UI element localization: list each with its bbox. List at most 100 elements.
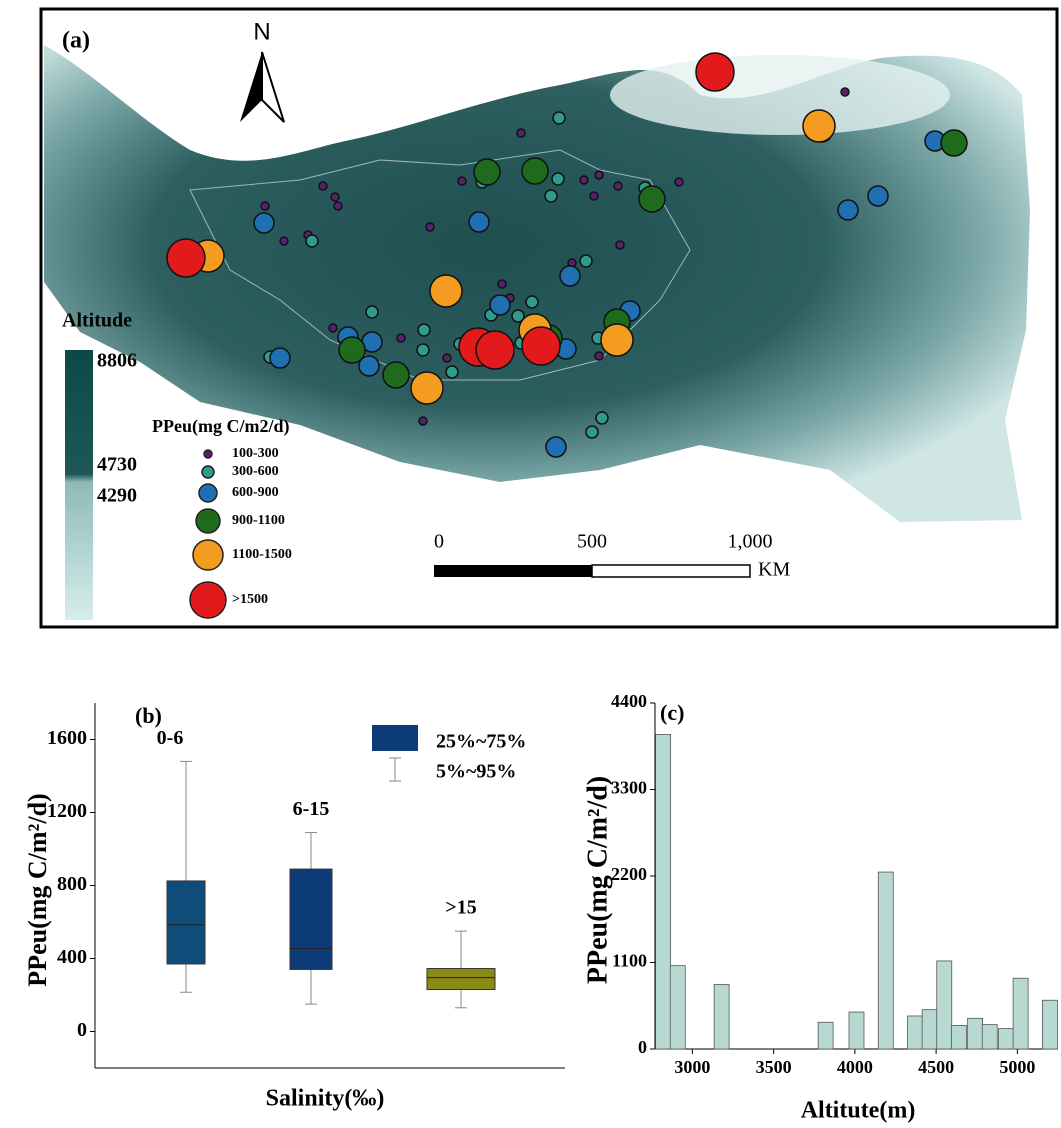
site-marker (601, 324, 633, 356)
site-marker (595, 352, 603, 360)
site-marker (397, 334, 405, 342)
site-marker (476, 331, 514, 369)
bar (908, 1016, 923, 1049)
site-marker (639, 186, 665, 212)
category-label: 6-15 (293, 798, 330, 820)
site-marker (458, 177, 466, 185)
site-marker (490, 295, 510, 315)
site-marker (319, 182, 327, 190)
legend-label: 100-300 (232, 446, 279, 461)
legend-label: 5%~95% (436, 761, 516, 783)
legend-marker (196, 509, 220, 533)
bar (656, 734, 671, 1049)
bar (982, 1025, 997, 1049)
figure: (a) N Altitude PPeu(mg C/m2/d) KM PPeu(m… (0, 0, 1061, 1128)
basin (610, 55, 950, 135)
site-marker (838, 200, 858, 220)
site-marker (580, 176, 588, 184)
bar (670, 966, 685, 1049)
site-marker (383, 362, 409, 388)
bar (951, 1025, 966, 1049)
site-marker (430, 275, 462, 307)
altitude-title: Altitude (62, 310, 132, 332)
site-marker (546, 437, 566, 457)
bar (818, 1022, 833, 1049)
altitude-colorbar (65, 350, 93, 620)
x-tick-label: 4500 (918, 1057, 954, 1077)
legend-label: >1500 (232, 592, 268, 607)
site-marker (596, 412, 608, 424)
scale-bar (592, 565, 750, 577)
scale-bar (434, 565, 592, 577)
site-marker (522, 327, 560, 365)
x-axis-label: Altitute(m) (801, 1098, 916, 1124)
site-marker (329, 324, 337, 332)
bar (1013, 978, 1028, 1049)
category-label: >15 (445, 897, 476, 919)
bar (922, 1010, 937, 1049)
site-marker (696, 53, 734, 91)
x-tick-label: 4000 (837, 1057, 873, 1077)
bar (999, 1029, 1014, 1049)
y-tick-label: 1600 (47, 727, 87, 749)
y-tick-label: 0 (638, 1037, 647, 1057)
legend-label: 900-1100 (232, 513, 285, 528)
y-tick-label: 2200 (611, 864, 647, 884)
site-marker (411, 372, 443, 404)
y-tick-label: 1100 (612, 951, 647, 971)
site-marker (522, 158, 548, 184)
box (290, 869, 332, 969)
site-marker (526, 296, 538, 308)
site-marker (552, 173, 564, 185)
site-marker (941, 130, 967, 156)
y-tick-label: 400 (57, 946, 87, 968)
site-marker (280, 237, 288, 245)
site-marker (498, 280, 506, 288)
site-marker (595, 171, 603, 179)
site-marker (443, 354, 451, 362)
site-marker (254, 213, 274, 233)
legend-marker (199, 484, 217, 502)
site-marker (469, 212, 489, 232)
site-marker (675, 178, 683, 186)
scale-unit: KM (758, 559, 790, 581)
ppeu-legend-title: PPeu(mg C/m2/d) (152, 416, 289, 437)
legend-marker (204, 450, 212, 458)
site-marker (553, 112, 565, 124)
y-axis-label: PPeu(mg C/m²/d) (582, 776, 613, 984)
y-tick-label: 4400 (611, 691, 647, 711)
box (167, 881, 205, 964)
site-marker (446, 366, 458, 378)
y-tick-label: 3300 (611, 778, 647, 798)
y-axis-label: PPeu(mg C/m²/d) (23, 793, 52, 986)
site-marker (586, 426, 598, 438)
scale-label: 1,000 (728, 531, 773, 553)
bar (1042, 1000, 1057, 1049)
legend-box (372, 725, 418, 751)
legend-label: 300-600 (232, 464, 279, 479)
legend-marker (190, 582, 226, 618)
panel-label: (a) (62, 28, 90, 54)
legend-label: 25%~75% (436, 731, 526, 753)
panel-label: (b) (135, 703, 162, 728)
site-marker (261, 202, 269, 210)
site-marker (331, 193, 339, 201)
site-marker (167, 239, 205, 277)
site-marker (270, 348, 290, 368)
site-marker (339, 337, 365, 363)
x-tick-label: 5000 (999, 1057, 1035, 1077)
y-tick-label: 1200 (47, 800, 87, 822)
x-axis-label: Salinity(‰) (266, 1086, 385, 1112)
bar (714, 985, 729, 1049)
site-marker (841, 88, 849, 96)
box (427, 969, 495, 990)
legend-marker (193, 540, 223, 570)
bar (849, 1012, 864, 1049)
north-label: N (253, 18, 270, 45)
site-marker (426, 223, 434, 231)
scale-label: 0 (434, 531, 444, 553)
site-marker (517, 129, 525, 137)
scale-label: 500 (577, 531, 607, 553)
site-marker (560, 266, 580, 286)
site-marker (418, 324, 430, 336)
